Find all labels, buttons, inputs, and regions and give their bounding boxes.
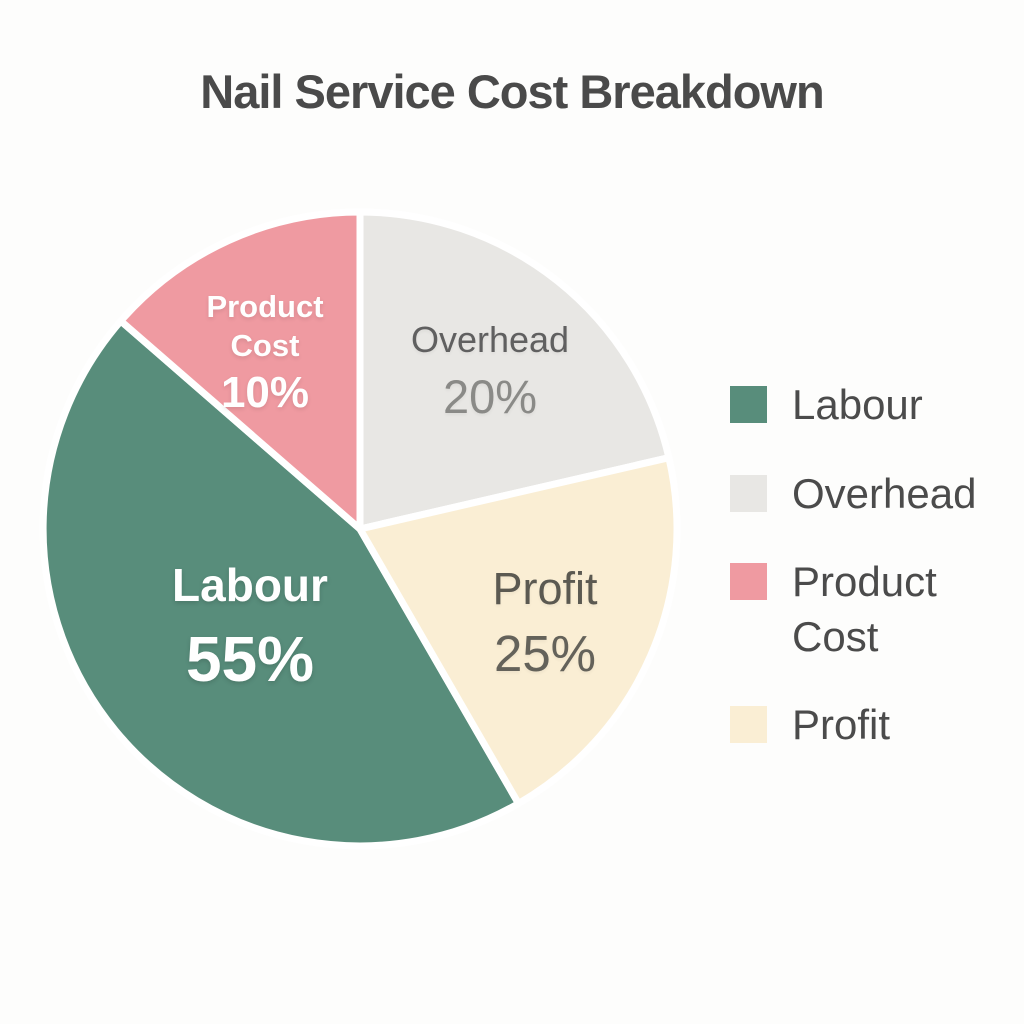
legend-item-product-cost: Product Cost (730, 555, 1022, 664)
legend-swatch-overhead (730, 474, 767, 512)
slice-label-labour: Labour 55% (130, 557, 370, 696)
pie-chart-area: Labour 55% Overhead 20% Product Cost 10%… (36, 205, 684, 853)
legend-item-labour: Labour (730, 378, 1022, 433)
slice-label-overhead: Overhead 20% (380, 317, 600, 424)
pie-slice-profit (356, 454, 681, 807)
slice-name-profit: Profit (492, 563, 598, 614)
slice-label-product-cost: Product Cost 10% (180, 288, 350, 418)
legend-swatch-profit (730, 706, 767, 744)
legend-item-profit: Profit (730, 698, 1022, 753)
slice-name-labour: Labour (172, 559, 328, 611)
pie-slice-product-cost (117, 208, 364, 533)
slice-pct-product-cost: 10% (220, 367, 310, 417)
slice-label-profit: Profit 25% (435, 561, 655, 684)
legend-label-profit: Profit (792, 701, 891, 749)
pie-slice-overhead (356, 208, 673, 533)
legend-swatch-product-cost (730, 563, 767, 601)
slice-name-overhead: Overhead (410, 319, 570, 360)
slice-pct-profit: 25% (493, 625, 597, 683)
chart-title: Nail Service Cost Breakdown (200, 65, 824, 118)
slice-name-product-cost: Product Cost (206, 289, 324, 363)
legend-label-product-cost: Product Cost (792, 558, 937, 660)
pie-chart (39, 208, 681, 850)
legend-label-labour: Labour (792, 381, 923, 428)
slice-pct-labour: 55% (185, 622, 315, 695)
legend-label-overhead: Overhead (792, 469, 977, 517)
legend-item-overhead: Overhead (730, 467, 1022, 522)
slice-pct-overhead: 20% (442, 370, 538, 423)
legend-swatch-labour (730, 386, 767, 423)
legend: Labour Overhead Product Cost Profit (730, 378, 1022, 787)
pie-slice-labour (39, 317, 522, 850)
